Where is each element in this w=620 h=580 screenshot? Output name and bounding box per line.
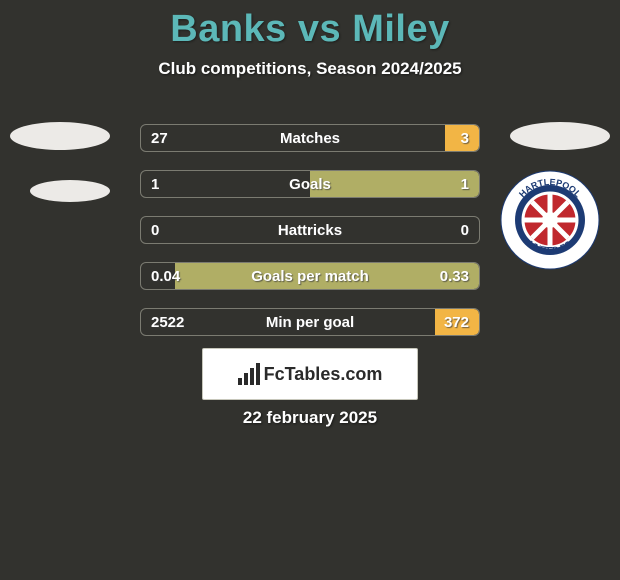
stat-right-value: 1 [461,176,469,193]
date-label: 22 february 2025 [0,408,620,428]
stat-row: 0.04Goals per match0.33 [140,262,480,290]
stat-row: 27Matches3 [140,124,480,152]
stat-label: Matches [141,130,479,147]
stat-right-value: 3 [461,130,469,147]
stat-row: 2522Min per goal372 [140,308,480,336]
team-left-badge-shape-2 [30,180,110,202]
brand-label: FcTables.com [264,364,383,385]
stat-right-value: 0 [461,222,469,239]
stat-label: Goals per match [141,268,479,285]
brand-box[interactable]: FcTables.com [202,348,418,400]
page-title: Banks vs Miley [0,0,620,51]
stat-right-value: 0.33 [440,268,469,285]
stat-row: 0Hattricks0 [140,216,480,244]
stats-table: 27Matches3 1Goals1 0Hattricks0 0.04Goals pe… [140,124,480,354]
svg-text:UNITED FC: UNITED FC [527,239,574,256]
svg-text:HARTLEPOOL: HARTLEPOOL [517,177,583,200]
stat-label: Hattricks [141,222,479,239]
stat-label: Min per goal [141,314,479,331]
stat-label: Goals [141,176,479,193]
stat-row: 1Goals1 [140,170,480,198]
subtitle: Club competitions, Season 2024/2025 [0,59,620,79]
crest-icon: HARTLEPOOL UNITED FC [500,170,600,270]
team-right-badge-shape-1 [510,122,610,150]
team-right-crest: HARTLEPOOL UNITED FC [500,170,600,270]
bar-chart-icon [238,363,260,385]
team-left-badge-shape-1 [10,122,110,150]
stat-right-value: 372 [444,314,469,331]
